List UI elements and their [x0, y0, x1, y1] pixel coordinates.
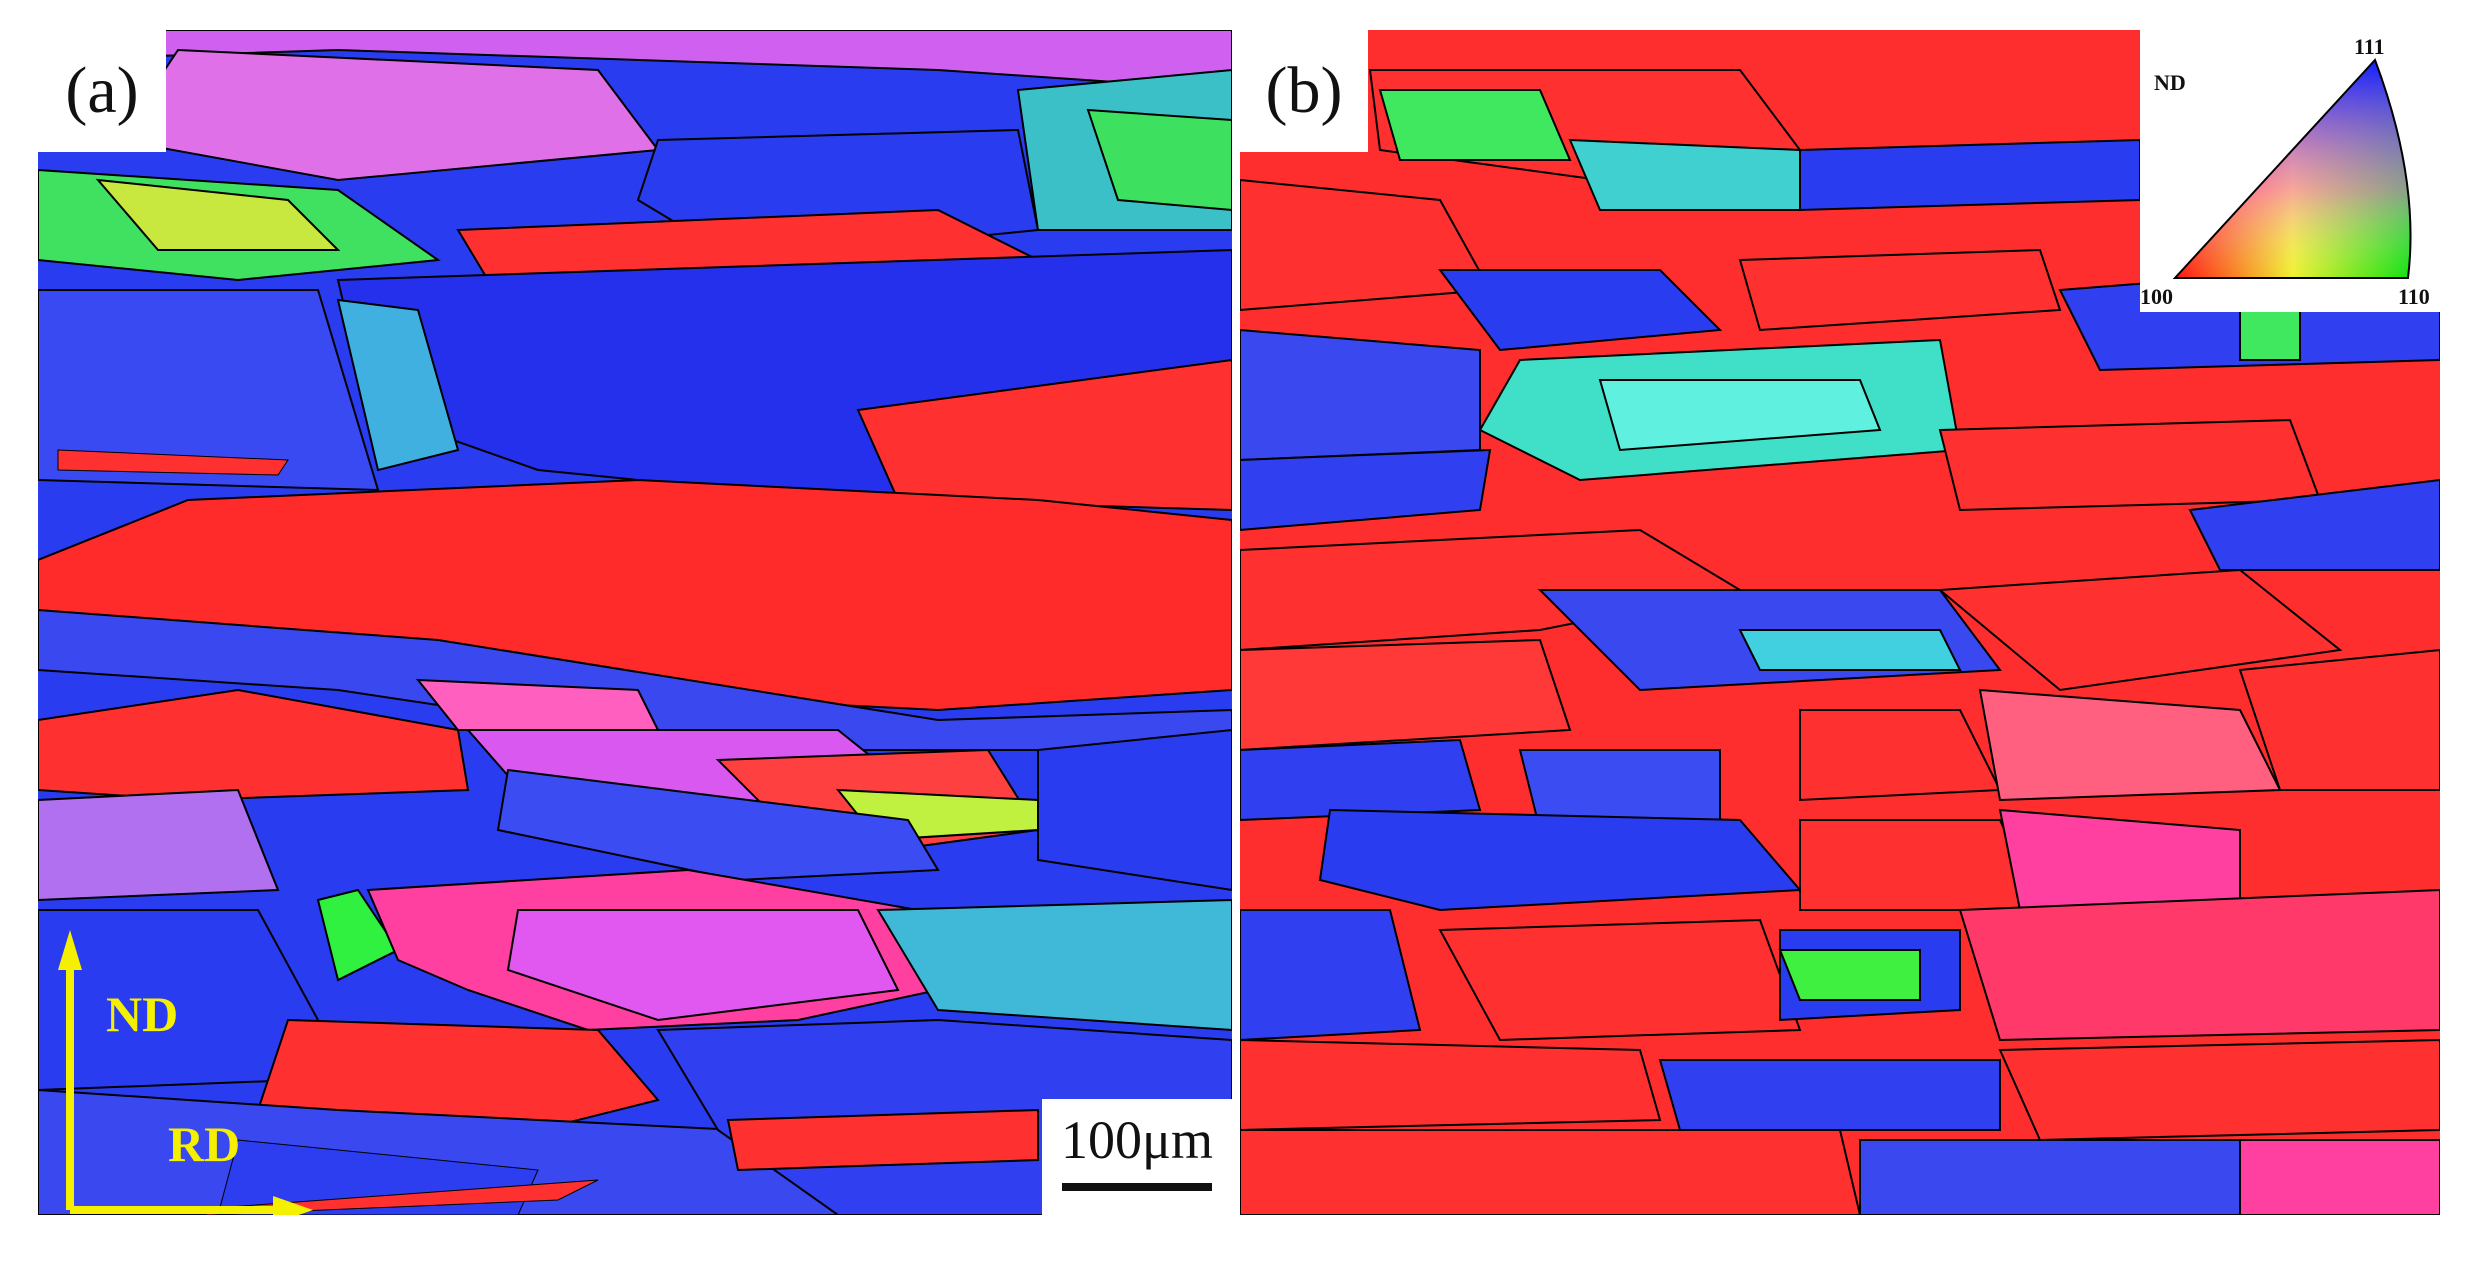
scale-bar-label: 100μm	[1061, 1110, 1213, 1170]
ebsd-map-panel-a: (a) ND RD 100μm	[38, 30, 1232, 1215]
nd-axis-label: ND	[106, 986, 179, 1042]
ipf-111-label: 111	[2354, 34, 2385, 59]
scale-bar-line	[1062, 1183, 1212, 1191]
orientation-map-a	[38, 30, 1232, 1215]
nd-rd-axes-arrows	[58, 930, 313, 1215]
ebsd-map-panel-b: (b) ND 111 100 110	[1240, 30, 2440, 1215]
scale-bar: 100μm	[1042, 1099, 1232, 1215]
ipf-triangle	[2172, 58, 2412, 279]
panel-a-label: (a)	[38, 30, 166, 152]
ipf-color-key: ND 111 100 110	[2140, 30, 2440, 312]
panel-b-label: (b)	[1240, 30, 1368, 152]
rd-axis-label: RD	[168, 1116, 241, 1172]
ipf-direction-label: ND	[2154, 70, 2186, 95]
ipf-110-label: 110	[2398, 284, 2430, 309]
ipf-100-label: 100	[2140, 284, 2173, 309]
